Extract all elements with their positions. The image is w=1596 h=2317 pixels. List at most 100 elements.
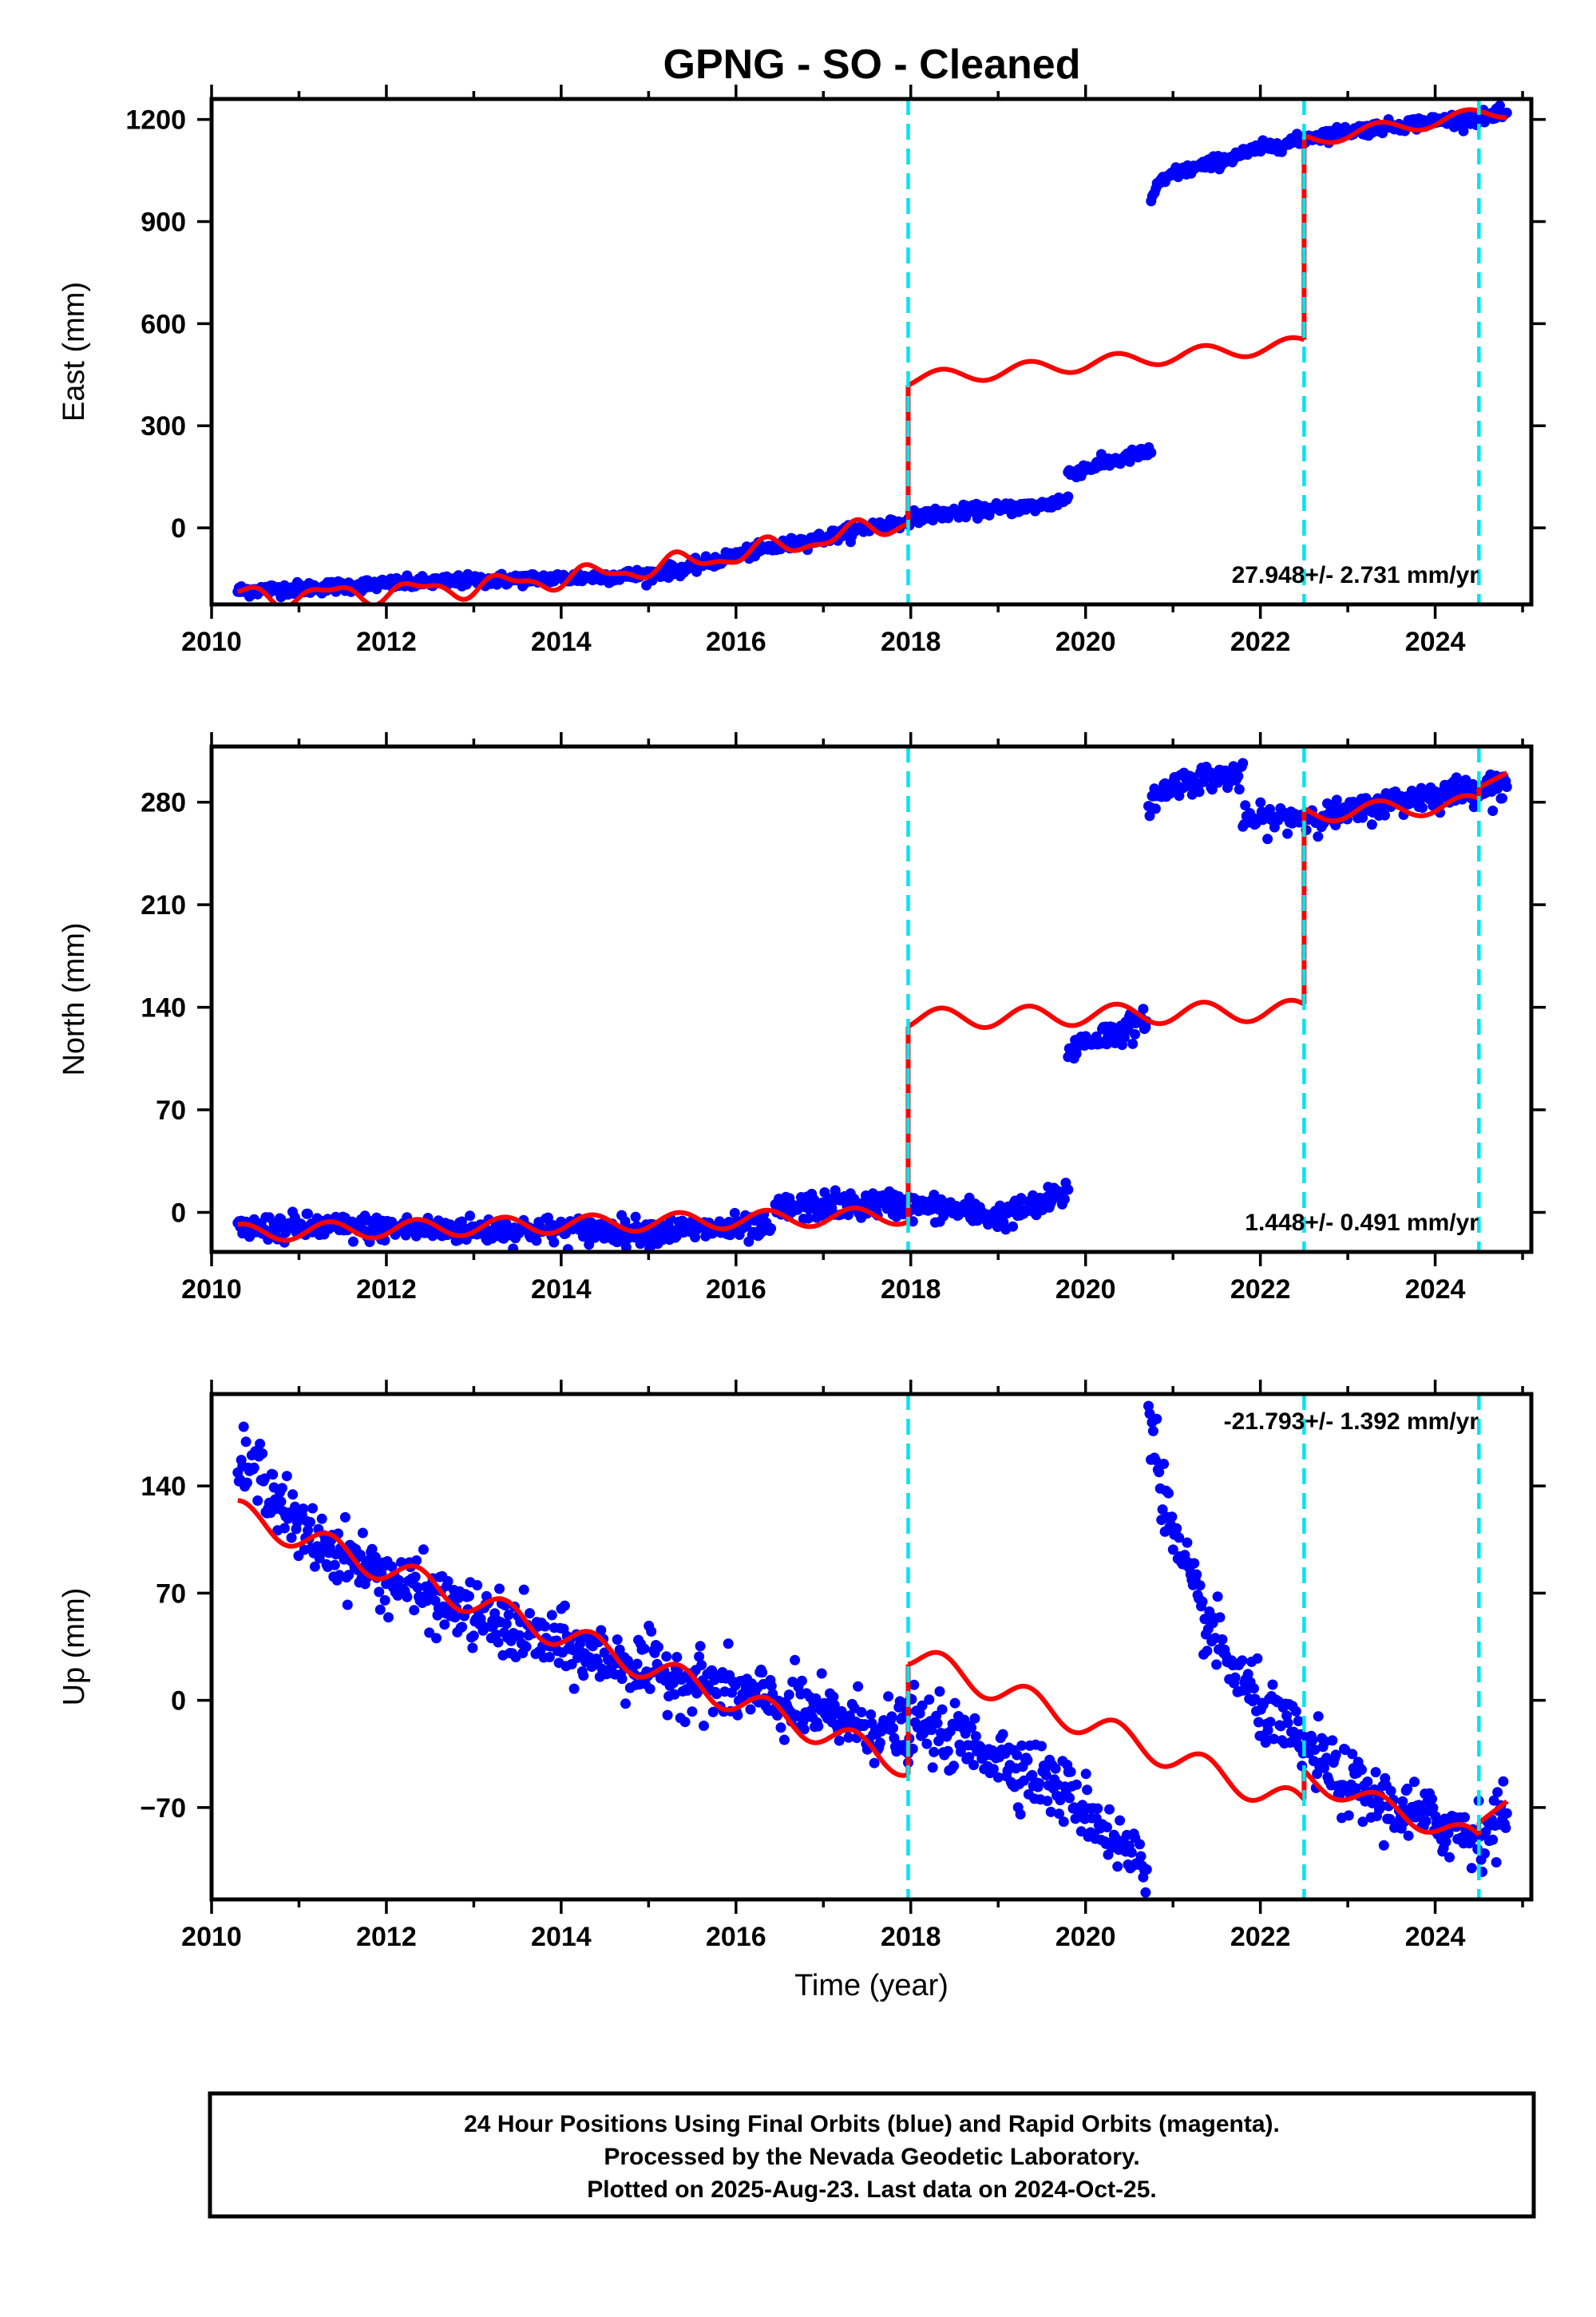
x-tick-label: 2014: [531, 1922, 592, 1952]
data-segment-east-3: [1146, 129, 1309, 207]
x-tick-label: 2020: [1055, 1274, 1116, 1305]
data-point: [1154, 1467, 1165, 1478]
data-point: [525, 1608, 535, 1619]
data-point: [1366, 819, 1377, 830]
data-point: [830, 1185, 841, 1196]
data-point: [933, 1736, 945, 1747]
data-point: [828, 1691, 839, 1702]
data-point: [816, 1668, 827, 1679]
data-point: [1255, 797, 1266, 808]
data-segment-north-0: [232, 1206, 777, 1252]
x-tick-label: 2016: [706, 1922, 766, 1952]
data-point: [396, 1557, 407, 1568]
data-point: [1370, 1767, 1381, 1778]
frame-up: [209, 1392, 1534, 1902]
data-point: [578, 1670, 589, 1681]
data-point: [766, 1681, 777, 1692]
data-point: [1147, 1425, 1158, 1436]
data-point: [540, 1621, 551, 1632]
rate-annotation-north: 1.448+/- 0.491 mm/yr: [1245, 1210, 1479, 1236]
data-point: [596, 1625, 607, 1636]
x-tick-label: 2016: [706, 627, 766, 657]
data-point: [559, 1600, 570, 1611]
data-point: [1347, 1749, 1358, 1760]
data-point: [824, 1193, 835, 1204]
data-point: [798, 1724, 810, 1735]
data-point: [464, 1590, 474, 1602]
data-point: [255, 1438, 266, 1449]
data-point: [616, 1673, 628, 1685]
frame-north: [209, 744, 1534, 1254]
panel-up: 2010 2012 2014 2016 2018 2020 2022 2024 −70 0 70 14…: [57, 1380, 1546, 2002]
data-point: [1262, 834, 1273, 845]
data-point: [865, 1709, 877, 1720]
data-point: [1380, 810, 1390, 821]
model-line-east-0: [236, 517, 909, 604]
data-point: [394, 1574, 405, 1586]
data-point: [303, 1525, 314, 1536]
data-point: [1234, 784, 1245, 795]
model-line-up-2: [1302, 1768, 1481, 1837]
data-point: [276, 1483, 287, 1494]
y-tick-label: 0: [171, 1198, 186, 1228]
model-line-up-3: [1476, 1799, 1510, 1825]
data-point: [307, 1503, 318, 1514]
data-point: [402, 1591, 413, 1602]
data-point: [1356, 1764, 1367, 1776]
data-segment-up-1: [903, 1679, 1152, 1898]
data-point: [1466, 1863, 1477, 1874]
data-point: [1417, 802, 1428, 814]
data-point: [1252, 1653, 1263, 1664]
x-tick-label: 2024: [1405, 1274, 1466, 1305]
data-point: [612, 1634, 623, 1645]
data-point: [544, 1652, 555, 1662]
data-point: [531, 1235, 542, 1246]
y-tick-label: 140: [141, 1471, 186, 1502]
data-point: [1140, 1887, 1151, 1898]
x-tick-label: 2010: [181, 627, 242, 657]
data-point: [1158, 1459, 1170, 1469]
data-point: [1143, 1400, 1154, 1412]
data-point: [456, 1216, 467, 1227]
data-point: [1058, 1816, 1069, 1828]
x-tick-label: 2022: [1230, 1922, 1291, 1952]
data-point: [1282, 828, 1293, 839]
data-point: [240, 1436, 251, 1448]
data-point: [992, 1772, 1004, 1783]
data-point: [1080, 1768, 1091, 1780]
data-point: [874, 1737, 885, 1749]
data-point: [472, 1580, 483, 1590]
data-point: [279, 1523, 290, 1534]
data-point: [632, 1658, 643, 1669]
data-point: [948, 1761, 960, 1772]
footer-frame: [208, 2091, 1536, 2219]
data-point: [997, 1729, 1008, 1740]
data-point: [1487, 1834, 1499, 1845]
data-point: [955, 1746, 966, 1757]
data-point: [1498, 1776, 1509, 1787]
y-tick-label: 280: [141, 788, 186, 818]
data-point: [1191, 1569, 1202, 1580]
data-point: [644, 1683, 655, 1694]
data-point: [1015, 1808, 1026, 1820]
data-point: [1409, 1776, 1420, 1788]
data-point: [661, 1651, 672, 1662]
x-tick-label: 2022: [1230, 627, 1291, 657]
data-point: [757, 1667, 768, 1678]
x-tick-label: 2014: [531, 1274, 592, 1305]
data-point: [646, 1626, 657, 1637]
data-point: [1166, 1511, 1178, 1523]
y-tick-label: 300: [141, 411, 186, 442]
data-point: [1343, 1810, 1354, 1821]
data-point: [1479, 1848, 1490, 1859]
data-point: [1253, 1717, 1264, 1728]
data-point: [1012, 1749, 1023, 1761]
data-point: [1059, 1194, 1070, 1205]
data-point: [252, 1495, 263, 1506]
data-point: [1150, 1455, 1161, 1466]
data-point: [1230, 1672, 1241, 1683]
x-tick-label: 2018: [881, 1922, 941, 1952]
data-point: [1194, 786, 1205, 798]
data-point: [1242, 1669, 1253, 1680]
